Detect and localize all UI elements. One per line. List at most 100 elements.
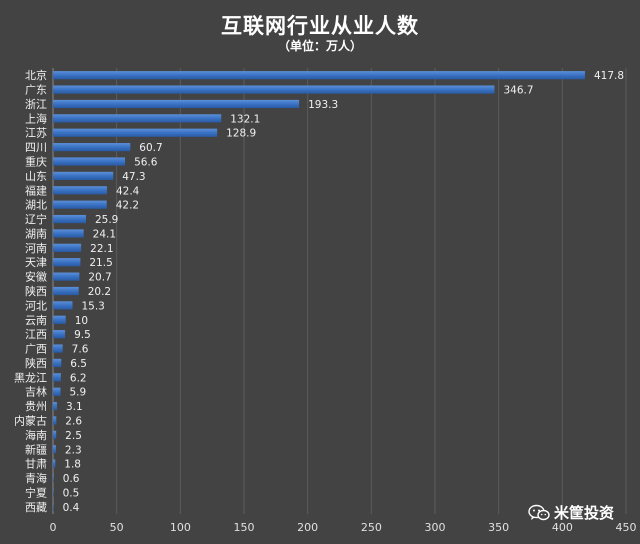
watermark-text: 米筐投资 [554,504,615,522]
category-label: 西藏 [25,501,47,514]
data-label: 42.4 [116,185,140,197]
bar [53,344,63,353]
data-label: 25.9 [95,214,118,226]
category-label: 吉林 [25,385,47,399]
data-label: 20.2 [88,286,111,298]
bar [53,502,54,511]
data-label: 22.1 [90,243,113,255]
bar [53,143,131,152]
data-label: 2.5 [65,430,82,442]
data-label: 0.5 [63,487,80,499]
category-label: 新疆 [25,442,47,456]
data-label: 20.7 [88,272,111,284]
bar [53,214,86,224]
bar [53,330,66,339]
category-label: 河南 [25,242,47,255]
data-label: 10 [75,315,88,327]
category-label: 云南 [25,314,47,327]
bar [53,473,54,483]
data-label: 193.3 [308,99,338,111]
bar [53,171,114,181]
bar [53,401,57,411]
category-label: 陕西 [25,356,47,370]
bar [53,358,62,368]
x-tick-labels: 0 50 100 150 200 250 300 350 400 450 [50,521,637,534]
category-label: 广东 [25,84,47,97]
bar [53,315,66,324]
x-tick-label: 450 [616,521,637,534]
x-tick-label: 400 [552,521,573,534]
category-label: 海南 [25,428,47,442]
x-tick-label: 150 [234,521,255,534]
x-tick-label: 200 [297,521,318,534]
data-label: 7.6 [72,344,89,356]
data-label: 56.6 [134,157,158,169]
bar [53,99,300,109]
data-label: 2.3 [65,444,82,456]
bar [53,416,57,425]
value-labels: 417.8 346.7 193.3 132.1 128.9 60.7 56.6 47.3 42.… [63,70,624,514]
category-label: 福建 [25,183,47,197]
category-label: 重庆 [25,155,47,169]
bar [53,71,585,80]
bar [53,243,82,252]
category-label: 浙江 [25,98,47,111]
category-label: 安徽 [25,270,47,284]
chart-subtitle: （单位：万人） [277,39,362,53]
bar [53,459,56,468]
data-label: 42.2 [116,200,139,212]
bar [53,229,84,238]
category-label: 内蒙古 [14,413,47,427]
data-label: 21.5 [89,257,112,269]
bar [53,200,107,209]
wechat-icon [528,504,550,520]
watermark: 米筐投资 [528,502,614,523]
data-label: 2.6 [65,415,82,427]
data-label: 60.7 [139,142,162,154]
data-label: 47.3 [122,171,145,183]
data-label: 24.1 [93,228,116,240]
bar [53,286,79,296]
data-label: 132.1 [230,113,260,125]
data-label: 15.3 [81,300,104,312]
category-label: 陕西 [25,284,47,298]
data-label: 6.5 [70,358,87,370]
bar [53,430,57,439]
data-label: 346.7 [503,85,533,97]
x-tick-label: 350 [488,521,509,534]
bar [53,85,495,94]
bar [53,488,54,497]
chart-title: 互联网行业从业人数 [221,14,419,38]
bar [53,258,81,267]
category-label: 宁夏 [25,485,47,499]
category-label: 广西 [25,343,47,356]
bar [53,157,126,166]
x-tick-label: 300 [425,521,446,534]
bar [53,272,80,281]
data-label: 9.5 [74,329,91,341]
category-label: 湖北 [25,199,47,212]
data-label: 0.6 [63,473,80,485]
category-label: 河北 [25,299,47,312]
category-label: 上海 [25,111,47,125]
category-label: 江苏 [25,127,47,140]
bar [53,301,73,310]
x-tick-label: 0 [50,521,57,534]
category-label: 山东 [25,170,47,183]
data-label: 3.1 [66,401,83,413]
data-label: 5.9 [70,387,87,399]
x-tick-label: 100 [170,521,191,534]
category-label: 甘肃 [25,458,47,471]
bar [53,373,61,382]
category-labels: 北京广东浙江上海江苏四川重庆山东福建湖北辽宁湖南河南天津安徽陕西河北云南江西广西… [14,68,47,514]
category-label: 北京 [25,68,47,82]
bar [53,387,61,396]
data-label: 1.8 [64,459,81,471]
category-label: 湖南 [25,227,47,240]
x-tick-label: 50 [110,521,124,534]
bar [53,114,222,123]
data-label: 417.8 [594,70,624,82]
category-label: 四川 [25,141,47,154]
bars [53,71,585,511]
